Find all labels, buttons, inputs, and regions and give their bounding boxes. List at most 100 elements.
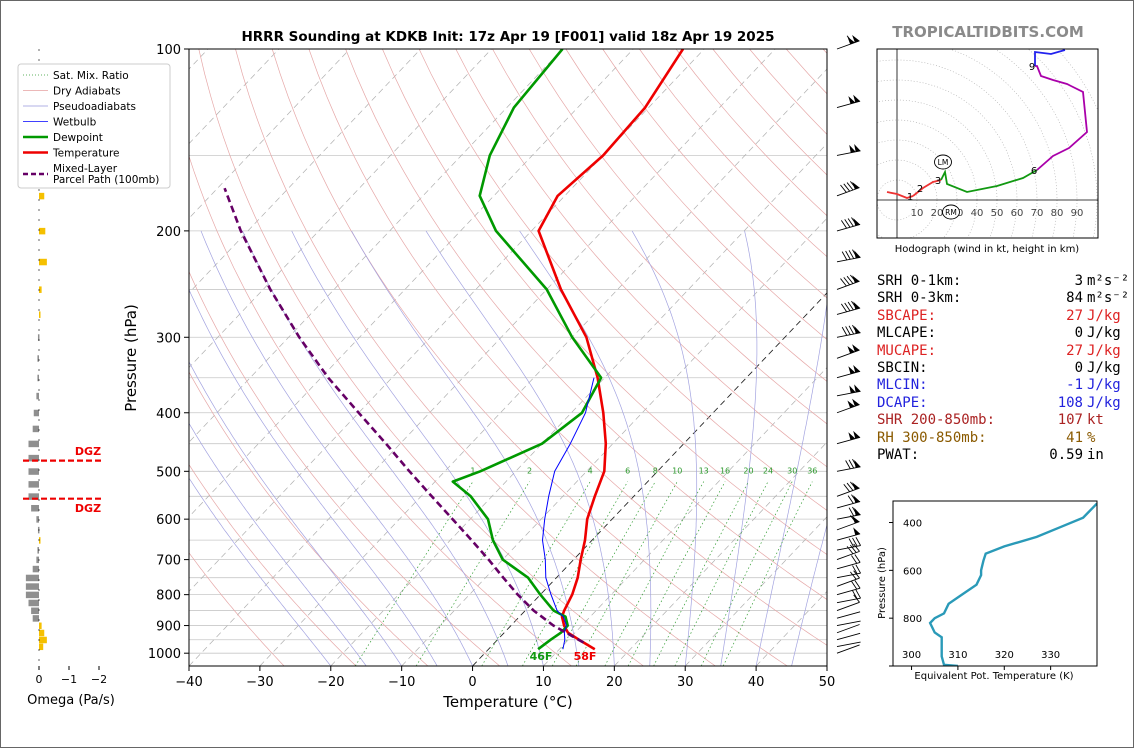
y-tick-label: 200 xyxy=(156,225,181,240)
param-unit: m²s⁻² xyxy=(1087,273,1130,289)
hodograph-ring-label: 40 xyxy=(971,208,984,219)
isotherm-line xyxy=(614,441,827,666)
barb-feather xyxy=(850,515,857,524)
storm-motion-marker xyxy=(934,154,952,170)
theta-e-frame xyxy=(892,500,1098,667)
param-value: 0 xyxy=(1074,360,1083,377)
wind-barb xyxy=(836,430,861,445)
hodograph-ring-label: 70 xyxy=(1031,208,1044,219)
omega-bar xyxy=(33,409,39,417)
barb-flag xyxy=(854,384,861,393)
param-value: 84 xyxy=(1066,290,1083,307)
omega-bar xyxy=(32,425,39,433)
wind-barb xyxy=(836,611,861,619)
barb-feather xyxy=(852,537,858,547)
hodograph-height-marker: 3 xyxy=(935,176,941,187)
param-label: DCAPE: xyxy=(877,394,928,411)
wind-barb xyxy=(836,344,860,359)
mixing-ratio-label: 10 xyxy=(672,467,682,476)
omega-bar xyxy=(37,334,40,341)
param-row: SRH 0-3km: 84 m²s⁻² xyxy=(877,290,1129,307)
barb-feather xyxy=(848,250,855,259)
param-row: RH 300-850mb: 41% xyxy=(877,430,1129,447)
isotherm-line xyxy=(189,49,634,518)
wind-barb xyxy=(836,515,860,531)
hodograph-height-marker: 1 xyxy=(907,192,913,203)
wind-barb xyxy=(836,641,861,647)
param-unit: % xyxy=(1087,429,1096,446)
param-value: 0 xyxy=(1074,325,1083,342)
y-tick-label: 100 xyxy=(156,43,181,58)
theta-x-tick-label: 310 xyxy=(948,650,967,661)
barb-feather xyxy=(846,182,854,191)
storm-motion-label: RM xyxy=(945,208,957,217)
y-tick-label: 600 xyxy=(156,513,181,528)
dry-adiabat xyxy=(189,155,572,666)
barb-flag xyxy=(852,482,860,490)
barb-feather xyxy=(847,218,854,227)
x-tick-label: 40 xyxy=(748,675,765,690)
isotherm-line xyxy=(189,49,776,666)
wind-barb xyxy=(836,506,861,520)
y-tick-label: 800 xyxy=(156,589,181,604)
omega-bar xyxy=(36,392,39,400)
param-unit: J/kg xyxy=(1087,307,1121,324)
hodograph-ring-label: 20 xyxy=(931,208,944,219)
sounding-parameters: SRH 0-1km: 3 m²s⁻² SRH 0-3km: 84 m²s⁻² SBCAPE:… xyxy=(877,273,1129,464)
mixing-ratio-label: 16 xyxy=(720,467,730,476)
profile-temperature xyxy=(537,49,685,651)
y-tick-label: 700 xyxy=(156,554,181,569)
wind-barb xyxy=(836,143,861,156)
mixing-ratio-line xyxy=(551,481,656,666)
moist-adiabat xyxy=(242,230,509,666)
x-tick-label: −20 xyxy=(317,675,344,690)
legend-label: Sat. Mix. Ratio xyxy=(53,70,129,82)
x-tick-label: 0 xyxy=(468,675,476,690)
moist-adiabat xyxy=(720,230,758,666)
wind-barb xyxy=(836,324,861,338)
mixing-ratio-line xyxy=(354,481,474,666)
skewt-background-lines: 1 2 4 6 8 10 13 16 20 24 30 36 xyxy=(189,49,827,666)
wind-barb xyxy=(836,624,860,634)
omega-bar xyxy=(39,192,45,200)
barb-feather xyxy=(851,555,858,564)
param-unit: J/kg xyxy=(1087,377,1121,394)
param-value: 27 xyxy=(1066,307,1083,324)
dgz-label-top: DGZ xyxy=(75,445,101,458)
omega-bar xyxy=(31,504,39,512)
omega-tick-label: 0 xyxy=(36,673,43,686)
mixing-ratio-line xyxy=(653,481,749,666)
mixing-ratio-line xyxy=(674,481,769,666)
omega-bar xyxy=(39,537,41,544)
param-label: SRH 0-3km: xyxy=(877,290,962,307)
barb-shaft xyxy=(836,641,861,647)
barb-feather xyxy=(852,249,858,259)
omega-bar xyxy=(28,468,39,475)
x-tick-label: 50 xyxy=(819,675,836,690)
barb-shaft xyxy=(836,577,860,587)
barb-feather xyxy=(851,217,858,226)
omega-bar xyxy=(39,622,42,630)
barb-feather xyxy=(844,219,851,228)
omega-tick-label: −2 xyxy=(91,673,107,686)
isotherm-line xyxy=(189,49,563,443)
dry-adiabat xyxy=(565,49,827,340)
param-label: SRH 0-1km: xyxy=(877,273,962,289)
wind-barb xyxy=(836,217,861,232)
omega-bar xyxy=(36,556,39,564)
dry-adiabat xyxy=(308,49,827,646)
barb-feather xyxy=(854,554,861,563)
barb-flag xyxy=(847,345,855,354)
x-tick-label: −30 xyxy=(246,675,273,690)
wind-barb xyxy=(836,620,861,626)
dry-adiabat xyxy=(345,49,827,600)
barb-feather xyxy=(845,326,851,335)
hodograph-segment xyxy=(912,179,942,197)
skewt-axes: −40 −30 −20 −10 0 10 20 30 40 50 100 200 300 400 500 60… xyxy=(148,43,835,690)
theta-e-xlabel: Equivalent Pot. Temperature (K) xyxy=(914,671,1073,682)
barb-flag xyxy=(848,96,856,104)
legend: Sat. Mix. Ratio Dry Adiabats Pseudoadiabat… xyxy=(17,63,171,189)
barb-feather xyxy=(844,302,851,312)
omega-xlabel: Omega (Pa/s) xyxy=(27,693,115,708)
omega-bar xyxy=(28,440,39,448)
